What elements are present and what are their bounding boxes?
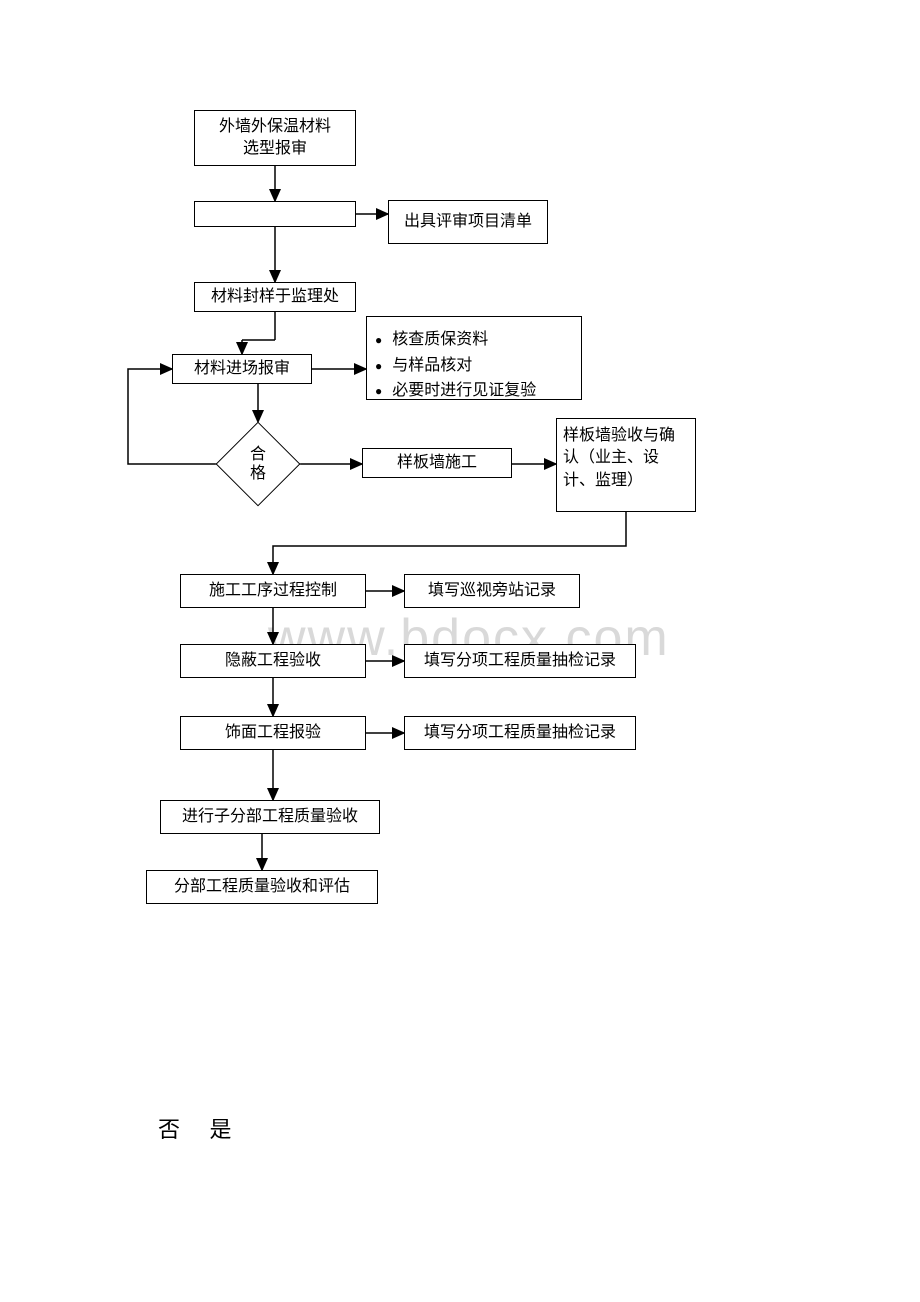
node-hidden-accept: 隐蔽工程验收	[180, 644, 366, 678]
node-label: 材料封样于监理处	[211, 286, 339, 308]
node-label: 样板墙验收与确认（业主、设计、监理）	[563, 425, 689, 492]
bullet-item: 核查质保资料	[375, 327, 573, 353]
node-label: 外墙外保温材料选型报审	[219, 116, 331, 161]
node-seal-sample: 材料封样于监理处	[194, 282, 356, 312]
node-patrol-record: 填写巡视旁站记录	[404, 574, 580, 608]
node-label: 材料进场报审	[194, 358, 290, 380]
bottom-yes-no: 否 是	[158, 1112, 244, 1144]
node-label: 填写分项工程质量抽检记录	[424, 650, 616, 672]
node-empty-step	[194, 201, 356, 227]
node-label: 饰面工程报验	[225, 722, 321, 744]
node-finish-inspect: 饰面工程报验	[180, 716, 366, 750]
node-check-bullets: 核查质保资料 与样品核对 必要时进行见证复验	[366, 316, 582, 400]
bullet-item: 必要时进行见证复验	[375, 378, 573, 404]
node-sample-accept: 样板墙验收与确认（业主、设计、监理）	[556, 418, 696, 512]
node-label: 进行子分部工程质量验收	[182, 806, 358, 828]
node-sub-division-accept: 进行子分部工程质量验收	[160, 800, 380, 834]
decision-qualified: 合格	[216, 422, 300, 506]
node-label: 分部工程质量验收和评估	[174, 876, 350, 898]
node-label: 样板墙施工	[397, 452, 477, 474]
node-process-control: 施工工序过程控制	[180, 574, 366, 608]
node-review-list: 出具评审项目清单	[388, 200, 548, 244]
decision-label: 合格	[250, 445, 266, 483]
node-label: 隐蔽工程验收	[225, 650, 321, 672]
node-sub-record-2: 填写分项工程质量抽检记录	[404, 716, 636, 750]
bullet-item: 与样品核对	[375, 353, 573, 379]
node-label: 填写巡视旁站记录	[428, 580, 556, 602]
node-sample-wall: 样板墙施工	[362, 448, 512, 478]
node-label: 出具评审项目清单	[404, 211, 532, 233]
node-label: 施工工序过程控制	[209, 580, 337, 602]
node-label: 填写分项工程质量抽检记录	[424, 722, 616, 744]
node-division-eval: 分部工程质量验收和评估	[146, 870, 378, 904]
node-material-entry: 材料进场报审	[172, 354, 312, 384]
node-sub-record-1: 填写分项工程质量抽检记录	[404, 644, 636, 678]
node-material-selection: 外墙外保温材料选型报审	[194, 110, 356, 166]
